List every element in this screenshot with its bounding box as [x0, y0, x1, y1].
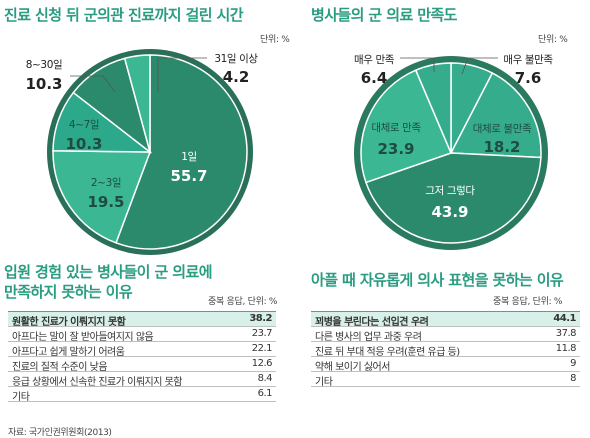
slice-label: 그저 그렇다 [425, 184, 475, 197]
unit-label: 단위: % [538, 35, 568, 45]
unit-label: 중복 응답, 단위: % [208, 297, 278, 307]
row-value: 8 [570, 373, 576, 384]
pie-slice [115, 54, 248, 250]
slice-value: 23.9 [377, 140, 414, 158]
row-value: 9 [570, 358, 576, 369]
table-row: 기타 6.1 [8, 387, 276, 403]
chart-title-dissatisfaction-reasons: 입원 경험 있는 병사들이 군 의료에 만족하지 못하는 이유 [4, 262, 213, 302]
slice-value: 10.3 [65, 135, 102, 153]
chart-title-wait-time: 진료 신청 뒤 군의관 진료까지 걸린 시간 [4, 6, 244, 24]
row-label: 진료의 질적 수준이 낮음 [12, 362, 108, 373]
slice-label: 2~3일 [91, 176, 121, 189]
slice-label: 1일 [181, 150, 197, 163]
table-expression-reasons: 꾀병을 부린다는 선입견 우려 44.1 다른 병사의 업무 과중 우려 37.8 진료… [311, 311, 580, 388]
title-line: 입원 경험 있는 병사들이 군 의료에 [4, 263, 213, 281]
slice-value: 6.4 [361, 69, 388, 87]
slice-value: 10.3 [25, 75, 62, 93]
table-row: 원활한 진료가 이뤄지지 못함 38.2 [8, 312, 276, 328]
row-value: 8.4 [257, 373, 273, 384]
slice-label: 8~30일 [26, 58, 63, 71]
slice-value: 19.5 [87, 193, 124, 211]
table-row: 진료 뒤 부대 적응 우려(훈련 유급 등) 11.8 [311, 342, 580, 358]
row-label: 기타 [315, 377, 333, 388]
row-label: 꾀병을 부린다는 선입견 우려 [315, 317, 429, 328]
leader-line [400, 57, 435, 72]
row-value: 22.1 [251, 343, 273, 354]
pie-slice [364, 152, 542, 244]
chart-title-expression-reasons: 아플 때 자유롭게 의사 표현을 못하는 이유 [311, 271, 564, 289]
slice-value: 4.2 [223, 68, 250, 86]
pie-slice [449, 72, 542, 159]
pie-slice [414, 62, 452, 154]
leader-line [157, 57, 207, 92]
chart-title-satisfaction: 병사들의 군 의료 만족도 [311, 6, 457, 24]
leader-line [70, 75, 116, 93]
slice-label: 매우 만족 [354, 54, 395, 66]
pie-chart-satisfaction: 매우 불만족 7.6 대체로 불만족 18.2 그저 그렇다 43.9 대체로 만족 23.9… [354, 54, 554, 250]
slice-label: 대체로 불만족 [473, 123, 532, 135]
row-label: 기타 [12, 392, 30, 403]
row-value: 38.2 [249, 313, 272, 324]
pie-slice [123, 54, 151, 153]
table-row: 기타 8 [311, 372, 580, 388]
row-label: 아프다고 쉽게 말하기 어려움 [12, 347, 125, 358]
pie-chart-wait-time: 1일 55.7 2~3일 19.5 4~7일 10.3 8~30일 10.3 31일 이상 4.2 [25, 49, 259, 255]
row-value: 37.8 [555, 328, 577, 339]
row-value: 11.8 [555, 343, 577, 354]
pie-slice [52, 150, 152, 244]
source-note: 자료: 국가인권위원회(2013) [8, 428, 112, 438]
pie-slice [360, 69, 453, 184]
table-row: 진료의 질적 수준이 낮음 12.6 [8, 357, 276, 373]
slice-value: 7.6 [515, 69, 542, 87]
table-row: 꾀병을 부린다는 선입견 우려 44.1 [311, 312, 580, 328]
row-label: 원활한 진료가 이뤄지지 못함 [12, 317, 126, 328]
row-value: 23.7 [251, 328, 273, 339]
slice-label: 매우 불만족 [503, 54, 553, 66]
slice-value: 18.2 [483, 138, 520, 156]
row-value: 44.1 [553, 313, 576, 324]
row-value: 12.6 [251, 358, 273, 369]
row-label: 약해 보이기 싫어서 [315, 362, 390, 373]
slice-value: 43.9 [431, 203, 468, 221]
table-row: 응급 상황에서 신속한 진료가 이뤄지지 못함 8.4 [8, 372, 276, 388]
row-value: 6.1 [257, 388, 273, 399]
slice-label: 31일 이상 [214, 52, 258, 65]
table-dissatisfaction-reasons: 원활한 진료가 이뤄지지 못함 38.2 아프다는 말이 잘 받아들여지지 않음 23… [8, 311, 276, 403]
slice-label: 4~7일 [69, 118, 99, 131]
unit-label: 중복 응답, 단위: % [493, 297, 563, 307]
table-row: 아프다는 말이 잘 받아들여지지 않음 23.7 [8, 327, 276, 343]
row-label: 아프다는 말이 잘 받아들여지지 않음 [12, 332, 154, 343]
table-row: 아프다고 쉽게 말하기 어려움 22.1 [8, 342, 276, 358]
row-label: 응급 상황에서 신속한 진료가 이뤄지지 못함 [12, 377, 183, 388]
title-line: 만족하지 못하는 이유 [4, 283, 133, 301]
row-label: 진료 뒤 부대 적응 우려(훈련 유급 등) [315, 347, 460, 358]
table-row: 약해 보이기 싫어서 9 [311, 357, 580, 373]
slice-value: 55.7 [170, 167, 207, 185]
slice-label: 대체로 만족 [371, 122, 421, 134]
unit-label: 단위: % [260, 35, 290, 45]
table-row: 다른 병사의 업무 과중 우려 37.8 [311, 327, 580, 343]
row-label: 다른 병사의 업무 과중 우려 [315, 332, 422, 343]
leader-line [461, 57, 498, 75]
